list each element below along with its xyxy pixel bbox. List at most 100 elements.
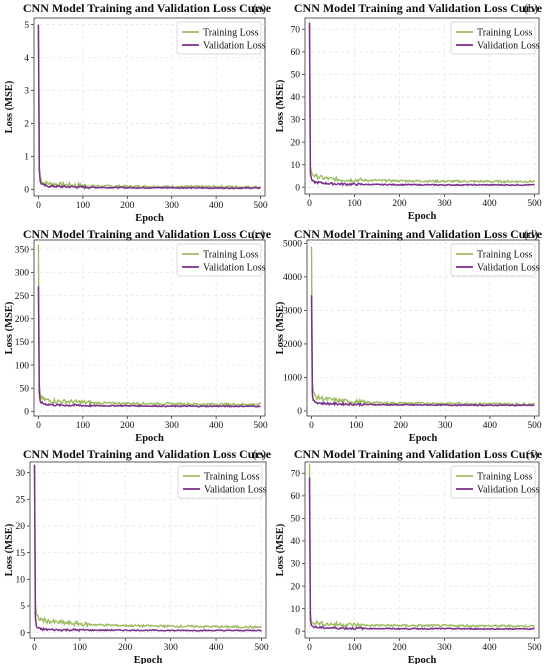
legend-label: Validation Loss	[203, 263, 266, 274]
x-tick-label: 400	[209, 201, 224, 211]
y-tick-label: 0	[24, 186, 29, 196]
y-tick-label: 2	[24, 120, 29, 130]
y-axis-label: Loss (MSE)	[4, 80, 15, 133]
y-tick-label: 10	[291, 605, 301, 615]
y-tick-label: 30	[291, 116, 301, 126]
y-tick-label: 250	[15, 292, 30, 302]
training-loss-line	[37, 24, 262, 190]
x-axis-label: Epoch	[408, 211, 437, 222]
y-tick-label: 10	[16, 576, 26, 586]
x-tick-label: 500	[253, 201, 268, 211]
y-tick-label: 25	[16, 496, 26, 506]
y-tick-label: 15	[16, 549, 26, 559]
x-tick-label: 400	[482, 643, 497, 653]
panel-title: CNN Model Training and Validation Loss C…	[23, 447, 272, 461]
x-axis-label: Epoch	[134, 655, 163, 664]
legend-box	[177, 465, 263, 499]
training-loss-line	[310, 246, 535, 407]
y-tick-label: 5	[20, 602, 25, 612]
x-tick-label: 0	[307, 643, 312, 653]
y-tick-label: 3000	[283, 307, 302, 317]
legend: Training Loss Validation Loss	[450, 465, 540, 499]
legend-label: Validation Loss	[204, 485, 267, 496]
x-tick-label: 100	[347, 199, 362, 209]
validation-loss-line	[37, 24, 261, 190]
x-axis-label: Epoch	[135, 433, 164, 444]
panel-title: CNN Model Training and Validation Loss C…	[294, 227, 543, 241]
x-tick-label: 300	[437, 199, 452, 209]
y-axis-label: Loss (MSE)	[4, 301, 15, 354]
y-axis-label: Loss (MSE)	[275, 79, 286, 132]
legend: Training Loss Validation Loss	[177, 465, 267, 499]
y-tick-label: 100	[15, 361, 30, 371]
panel-tag: (f)	[526, 447, 538, 461]
x-tick-label: 500	[527, 199, 542, 209]
y-tick-label: 0	[24, 408, 29, 418]
y-axis-label: Loss (MSE)	[4, 523, 15, 576]
x-tick-label: 300	[437, 643, 452, 653]
x-tick-label: 200	[394, 421, 409, 431]
x-tick-label: 0	[309, 421, 314, 431]
y-tick-label: 40	[291, 537, 301, 547]
y-tick-label: 5	[24, 21, 29, 31]
x-tick-label: 200	[120, 201, 135, 211]
panel-title: CNN Model Training and Validation Loss C…	[294, 447, 543, 461]
y-tick-label: 70	[291, 25, 301, 35]
y-tick-label: 3	[24, 87, 29, 97]
legend-label: Validation Loss	[477, 485, 540, 496]
legend-box	[450, 21, 536, 55]
legend-label: Validation Loss	[203, 41, 266, 52]
y-tick-label: 20	[291, 582, 301, 592]
legend: Training Loss Validation Loss	[176, 243, 266, 277]
y-tick-label: 0	[295, 627, 300, 637]
x-tick-label: 200	[392, 643, 407, 653]
x-tick-label: 500	[254, 643, 269, 653]
legend: Training Loss Validation Loss	[450, 21, 540, 55]
x-tick-label: 0	[36, 421, 41, 431]
validation-loss-line	[310, 295, 535, 407]
legend-label: Training Loss	[477, 28, 533, 39]
x-axis-label: Epoch	[135, 213, 164, 224]
validation-loss-line	[308, 477, 535, 631]
training-loss-line	[308, 22, 536, 185]
x-tick-label: 300	[165, 421, 180, 431]
y-tick-label: 1	[24, 153, 29, 163]
training-loss-line	[308, 464, 535, 629]
x-tick-label: 100	[73, 643, 88, 653]
y-tick-label: 20	[16, 522, 26, 532]
y-tick-label: 1000	[283, 374, 302, 384]
panel-f: 0 100 200 300 400 500 0 10 20 30 40 50 60 70 Training …	[275, 447, 543, 666]
legend-box	[450, 465, 536, 499]
panel-c: 0 100 200 300 400 500 0 50 100 150 200 250 300 350 Tra…	[4, 227, 272, 444]
y-axis-label: Loss (MSE)	[275, 301, 286, 354]
y-tick-label: 0	[295, 183, 300, 193]
x-tick-label: 100	[349, 421, 364, 431]
legend: Training Loss Validation Loss	[176, 21, 266, 55]
x-tick-label: 300	[165, 201, 180, 211]
panel-a: 0 100 200 300 400 500 0 1 2 3 4 5 Training Loss Valid…	[4, 1, 272, 224]
y-tick-label: 200	[15, 315, 30, 325]
x-tick-label: 500	[527, 421, 542, 431]
panel-d: 0 100 200 300 400 500010002000300040005000Tra…	[275, 227, 543, 444]
validation-loss-line	[37, 286, 261, 408]
panel-tag: (d)	[524, 227, 538, 241]
validation-loss-line	[308, 22, 535, 187]
panel-tag: (a)	[253, 1, 266, 15]
panel-tag: (b)	[524, 1, 538, 15]
legend-box	[176, 21, 262, 55]
legend-label: Validation Loss	[477, 41, 540, 52]
y-tick-label: 30	[291, 560, 301, 570]
x-tick-label: 400	[209, 643, 224, 653]
y-tick-label: 350	[15, 245, 30, 255]
x-tick-label: 400	[482, 199, 497, 209]
panel-tag: (e)	[253, 447, 266, 461]
x-tick-label: 300	[438, 421, 453, 431]
y-tick-label: 10	[291, 161, 301, 171]
legend-label: Training Loss	[477, 472, 533, 483]
panel-title: CNN Model Training and Validation Loss C…	[23, 227, 272, 241]
y-tick-label: 60	[291, 492, 301, 502]
x-axis-label: Epoch	[409, 433, 438, 444]
y-tick-label: 50	[20, 384, 30, 394]
validation-loss-line	[33, 464, 262, 633]
legend-label: Training Loss	[203, 250, 259, 261]
